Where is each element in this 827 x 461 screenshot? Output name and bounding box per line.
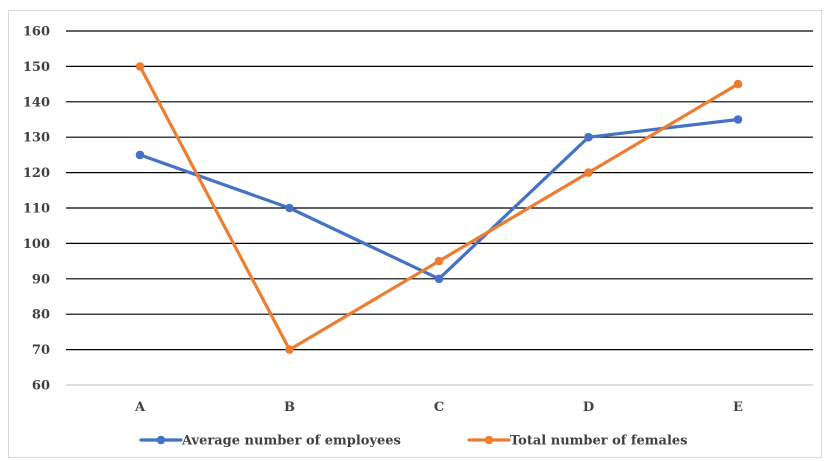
gridlines	[66, 30, 813, 386]
legend-label-2: Total number of females	[510, 434, 688, 449]
data-point-2-C	[434, 256, 444, 266]
y-tick-label: 90	[32, 272, 50, 287]
x-tick-label: B	[284, 400, 295, 415]
y-axis-tick-labels: 60 70 80 90 100 110 120 130 140 150 160	[23, 25, 50, 394]
legend-marker-2	[484, 435, 494, 445]
y-tick-label: 150	[23, 60, 50, 75]
data-point-1-B	[285, 203, 294, 213]
data-point-1-D	[584, 132, 593, 142]
y-tick-label: 70	[32, 343, 50, 358]
data-point-2-A	[135, 62, 145, 71]
series-layer	[135, 62, 743, 354]
y-tick-label: 100	[23, 237, 50, 252]
y-tick-label: 120	[23, 166, 50, 181]
data-point-2-D	[584, 168, 593, 177]
legend-label-1: Average number of employees	[181, 434, 401, 449]
y-tick-label: 60	[32, 379, 50, 394]
x-tick-label: D	[583, 400, 594, 415]
data-point-1-C	[434, 274, 444, 284]
y-tick-label: 160	[23, 25, 50, 40]
data-point-1-A	[135, 150, 145, 160]
y-tick-label: 130	[23, 131, 50, 146]
x-tick-label: C	[434, 400, 444, 415]
series-line-1	[138, 117, 740, 281]
y-tick-label: 110	[23, 202, 50, 217]
y-tick-label: 140	[23, 95, 50, 110]
x-axis-tick-labels: A B C D E	[134, 400, 743, 415]
chart-frame	[8, 10, 822, 458]
x-tick-label: E	[733, 400, 743, 415]
data-point-2-E	[733, 79, 743, 89]
x-tick-label: A	[134, 400, 146, 415]
legend: Average number of employees Total number …	[139, 434, 688, 449]
data-point-2-B	[285, 345, 294, 354]
y-tick-label: 80	[32, 308, 50, 323]
legend-marker-1	[156, 435, 166, 445]
data-point-1-E	[733, 115, 743, 124]
